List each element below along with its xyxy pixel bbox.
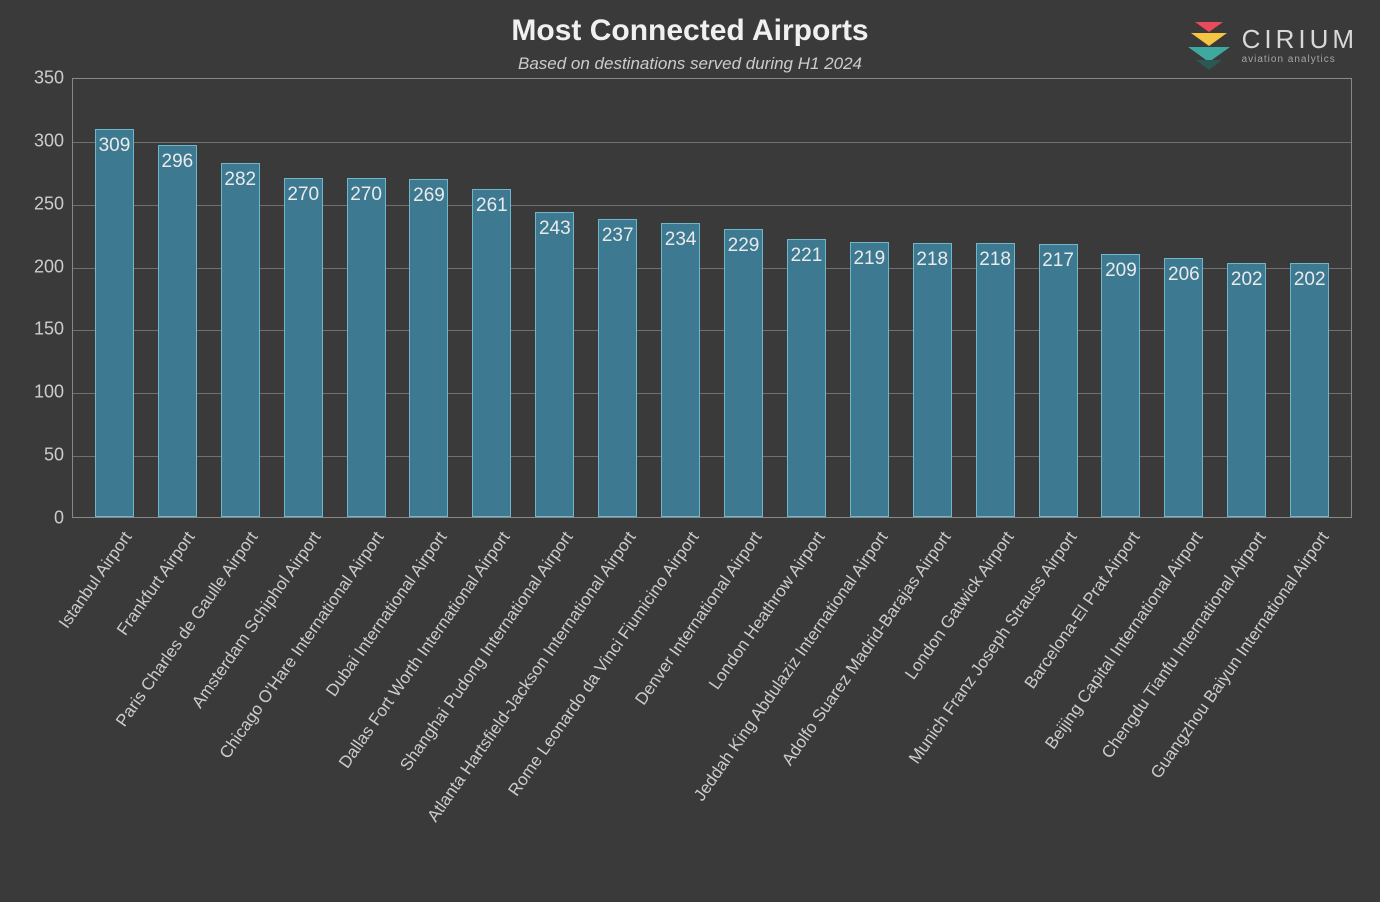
bar-value-label: 270 bbox=[335, 184, 398, 206]
bar-value-label: 202 bbox=[1215, 269, 1278, 291]
bar bbox=[1164, 258, 1203, 517]
y-tick-label: 50 bbox=[14, 445, 64, 466]
y-tick-label: 300 bbox=[14, 130, 64, 151]
bar-slot: 234 bbox=[649, 79, 712, 517]
y-tick-label: 100 bbox=[14, 382, 64, 403]
bar bbox=[472, 189, 511, 517]
bar-value-label: 261 bbox=[460, 195, 523, 217]
bar bbox=[598, 219, 637, 517]
bar-slot: 269 bbox=[398, 79, 461, 517]
bar-value-label: 209 bbox=[1090, 260, 1153, 282]
bar-slot: 270 bbox=[335, 79, 398, 517]
bar-slot: 218 bbox=[964, 79, 1027, 517]
bar bbox=[1039, 244, 1078, 517]
bar-value-label: 309 bbox=[83, 135, 146, 157]
bar bbox=[158, 145, 197, 517]
bar-value-label: 218 bbox=[964, 249, 1027, 271]
cirium-logo-icon bbox=[1186, 20, 1232, 70]
bar bbox=[1227, 263, 1266, 517]
bar bbox=[1101, 254, 1140, 517]
x-tick-label: London Gatwick Airport bbox=[901, 528, 1018, 683]
bar bbox=[724, 229, 763, 517]
y-tick-label: 150 bbox=[14, 319, 64, 340]
bar bbox=[1290, 263, 1329, 517]
bar-slot: 237 bbox=[586, 79, 649, 517]
bar-value-label: 202 bbox=[1278, 269, 1341, 291]
chart-container: Most Connected Airports Based on destina… bbox=[0, 0, 1380, 902]
bar-value-label: 269 bbox=[398, 185, 461, 207]
bar-slot: 209 bbox=[1090, 79, 1153, 517]
x-tick-label: Denver International Airport bbox=[631, 528, 766, 709]
bar bbox=[347, 178, 386, 517]
brand-logo: CIRIUM aviation analytics bbox=[1186, 20, 1358, 70]
bar bbox=[221, 163, 260, 518]
y-tick-label: 350 bbox=[14, 68, 64, 89]
bar-slot: 261 bbox=[460, 79, 523, 517]
bar-value-label: 282 bbox=[209, 169, 272, 191]
plot-area: 3092962822702702692612432372342292212192… bbox=[72, 78, 1352, 518]
bar bbox=[409, 179, 448, 517]
bar-slot: 309 bbox=[83, 79, 146, 517]
y-tick-label: 0 bbox=[14, 508, 64, 529]
bar-slot: 219 bbox=[838, 79, 901, 517]
bar-value-label: 243 bbox=[523, 218, 586, 240]
bar-slot: 206 bbox=[1152, 79, 1215, 517]
bar-slot: 270 bbox=[272, 79, 335, 517]
x-tick-label: Barcelona-El Prat Airport bbox=[1020, 528, 1144, 693]
bar-slot: 202 bbox=[1215, 79, 1278, 517]
bar-slot: 202 bbox=[1278, 79, 1341, 517]
bar-value-label: 237 bbox=[586, 225, 649, 247]
chart-title: Most Connected Airports bbox=[511, 14, 868, 48]
bar-value-label: 234 bbox=[649, 229, 712, 251]
bar-value-label: 229 bbox=[712, 235, 775, 257]
y-tick-label: 200 bbox=[14, 256, 64, 277]
bar-slot: 282 bbox=[209, 79, 272, 517]
x-tick-label: Amsterdam Schiphol Airport bbox=[188, 528, 325, 712]
bars-group: 3092962822702702692612432372342292212192… bbox=[73, 79, 1351, 517]
bar-slot: 217 bbox=[1027, 79, 1090, 517]
bar-value-label: 296 bbox=[146, 151, 209, 173]
y-tick-label: 250 bbox=[14, 193, 64, 214]
bar-value-label: 270 bbox=[272, 184, 335, 206]
bar-value-label: 221 bbox=[775, 245, 838, 267]
bar bbox=[850, 242, 889, 517]
bar bbox=[787, 239, 826, 517]
bar bbox=[535, 212, 574, 517]
bar-slot: 243 bbox=[523, 79, 586, 517]
bar-slot: 229 bbox=[712, 79, 775, 517]
bar-value-label: 217 bbox=[1027, 250, 1090, 272]
chart-subtitle: Based on destinations served during H1 2… bbox=[518, 54, 862, 74]
bar bbox=[284, 178, 323, 517]
bar-slot: 221 bbox=[775, 79, 838, 517]
bar bbox=[976, 243, 1015, 517]
bar bbox=[95, 129, 134, 517]
bar-value-label: 218 bbox=[901, 249, 964, 271]
brand-tagline: aviation analytics bbox=[1242, 54, 1358, 65]
bar-slot: 296 bbox=[146, 79, 209, 517]
bar-slot: 218 bbox=[901, 79, 964, 517]
brand-text: CIRIUM aviation analytics bbox=[1242, 26, 1358, 65]
bar bbox=[913, 243, 952, 517]
bar-value-label: 219 bbox=[838, 248, 901, 270]
bar-value-label: 206 bbox=[1152, 264, 1215, 286]
bar bbox=[661, 223, 700, 517]
brand-name: CIRIUM bbox=[1242, 26, 1358, 52]
x-tick-label: London Heathrow Airport bbox=[705, 528, 829, 694]
x-tick-label: Dubai International Airport bbox=[322, 528, 451, 700]
